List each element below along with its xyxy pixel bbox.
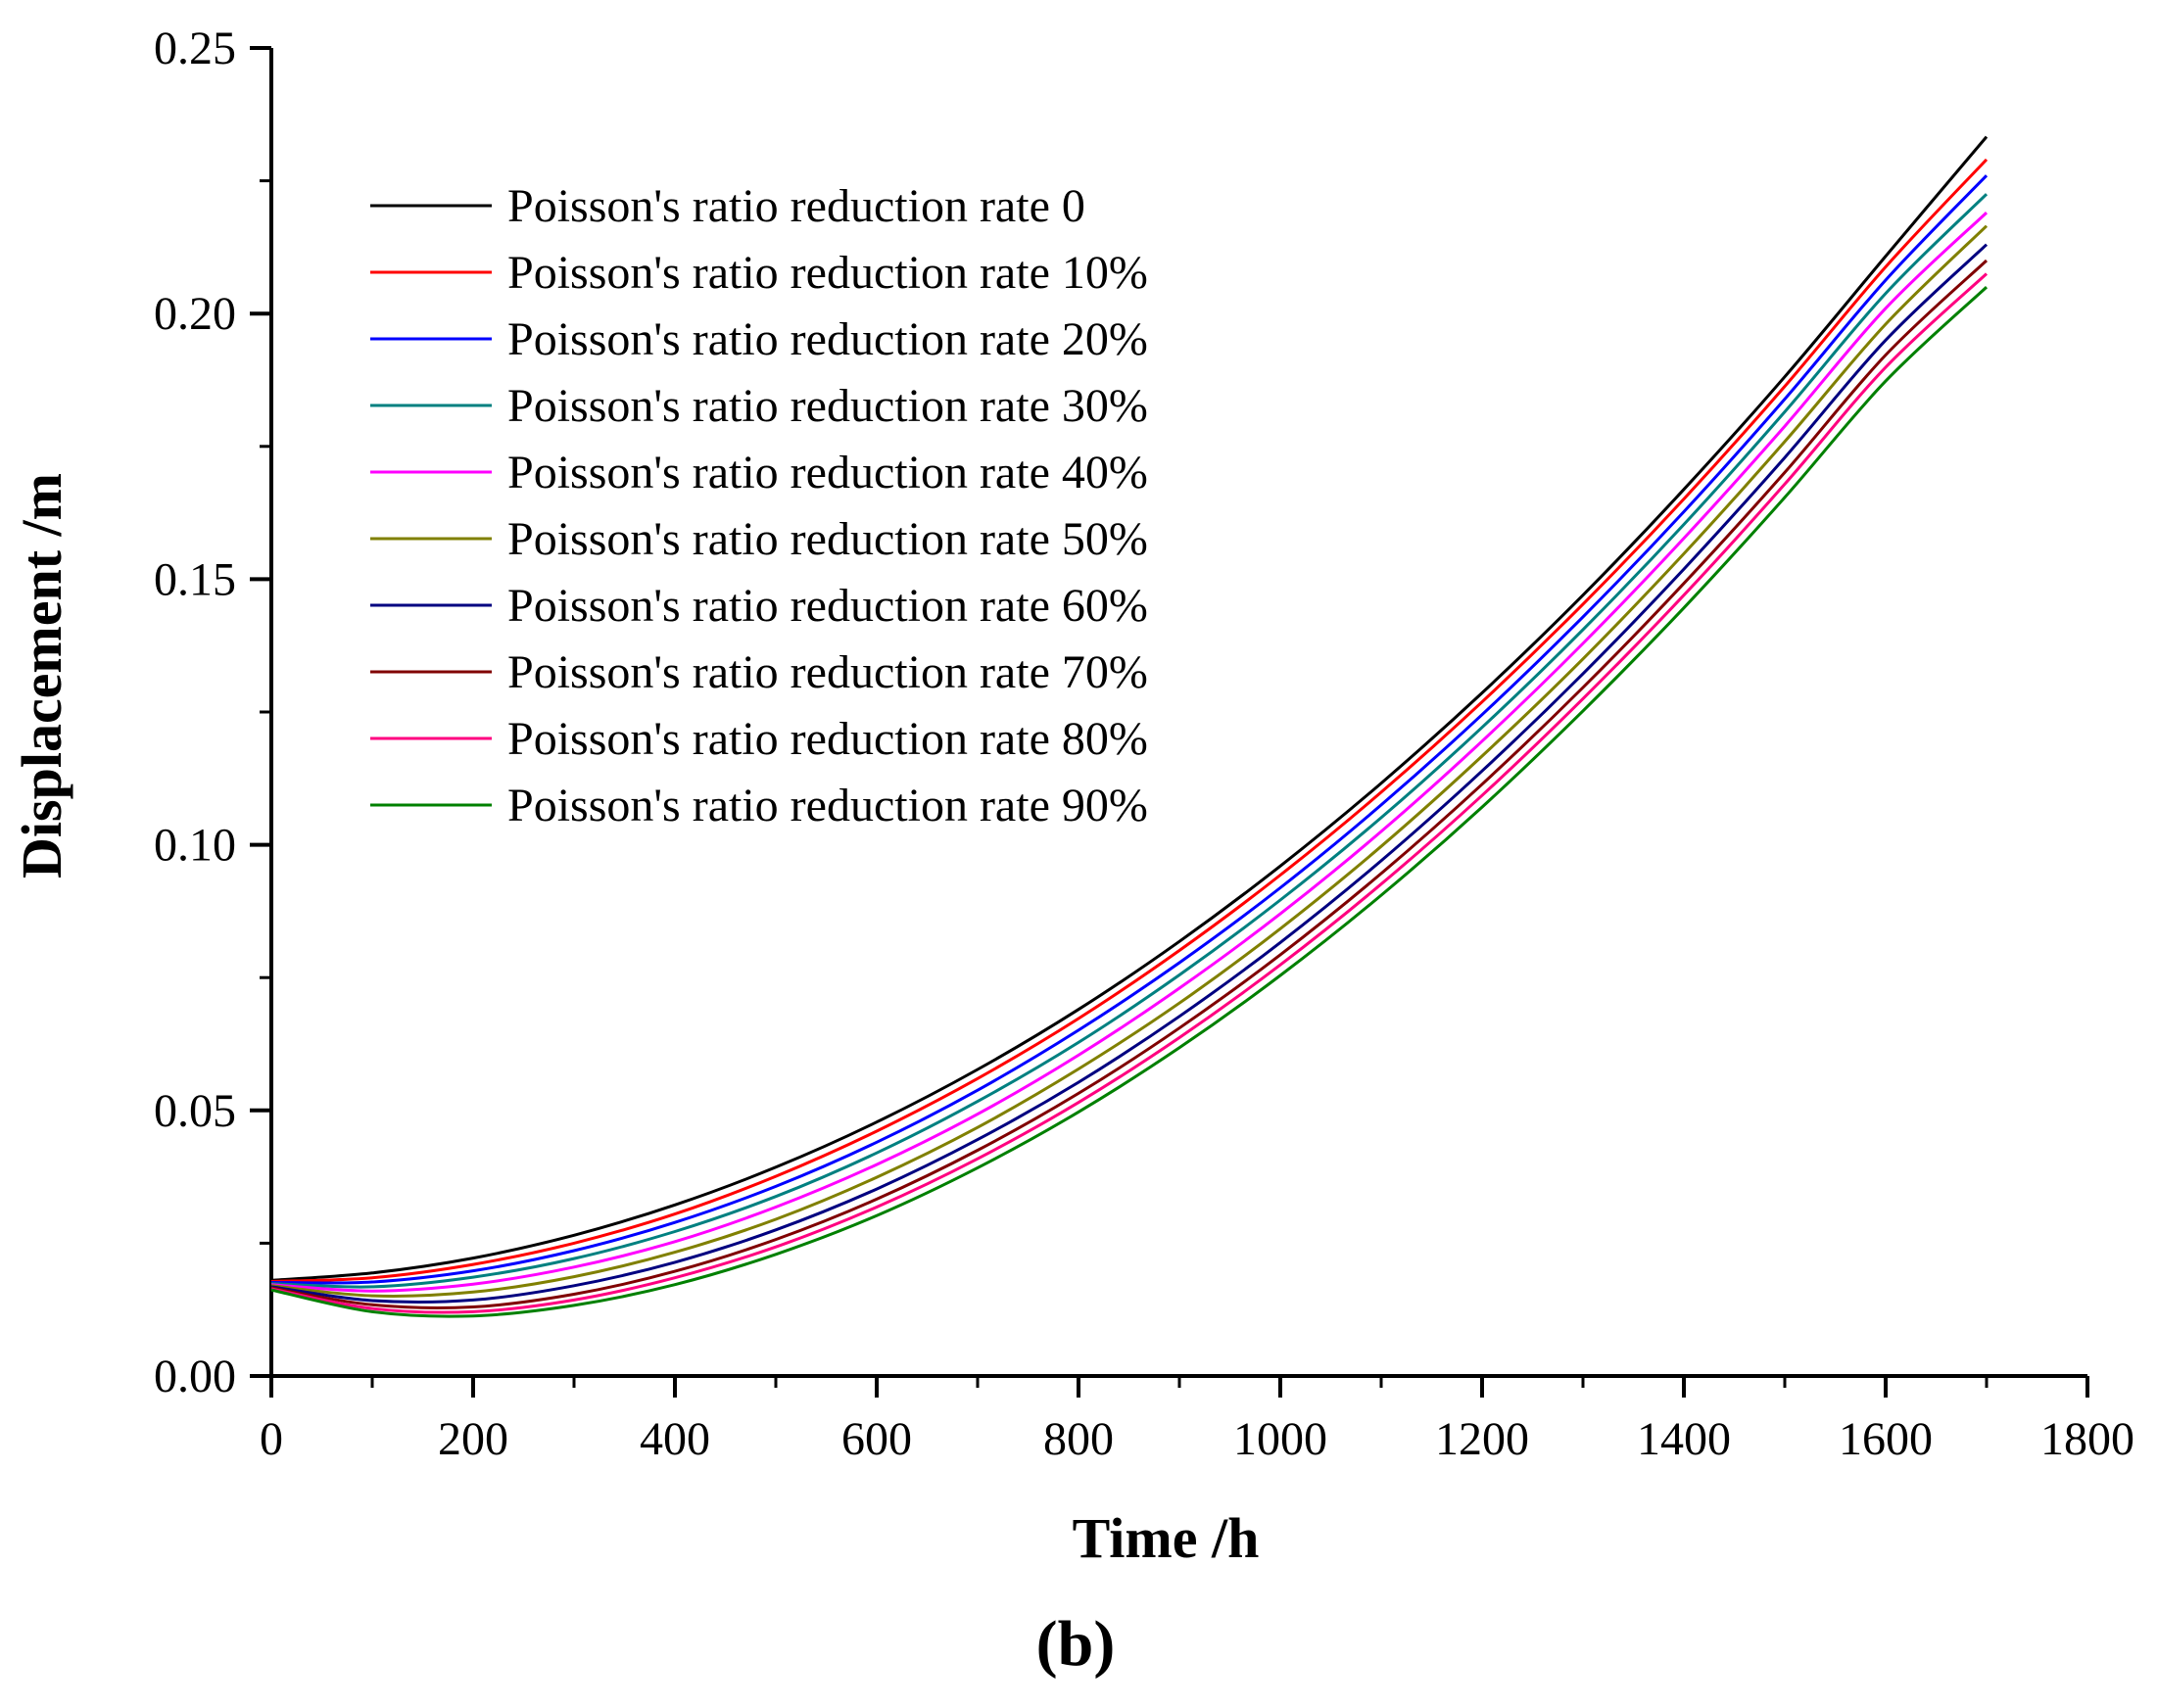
x-tick-label: 200 [438, 1413, 508, 1465]
y-axis-title: Displacement /m [10, 473, 73, 878]
legend-label-7: Poisson's ratio reduction rate 70% [507, 646, 1148, 698]
legend-label-2: Poisson's ratio reduction rate 20% [507, 313, 1148, 365]
x-tick-label: 1400 [1637, 1413, 1731, 1465]
legend-label-4: Poisson's ratio reduction rate 40% [507, 447, 1148, 498]
legend-label-1: Poisson's ratio reduction rate 10% [507, 247, 1148, 299]
x-tick-label: 600 [841, 1413, 912, 1465]
series-line-3 [270, 193, 1989, 1289]
series-line-1 [270, 158, 1989, 1283]
legend-label-0: Poisson's ratio reduction rate 0 [507, 180, 1085, 232]
series-line-4 [270, 212, 1989, 1293]
series-line-8 [270, 272, 1989, 1314]
x-axis-title: Time /h [1073, 1506, 1260, 1570]
legend: Poisson's ratio reduction rate 0 Poisson'… [370, 180, 1148, 831]
x-ticks: 0 200 400 600 800 1000 1200 1400 1600 1800 [260, 1376, 2134, 1465]
series-line-2 [270, 174, 1989, 1285]
legend-label-9: Poisson's ratio reduction rate 90% [507, 780, 1148, 831]
x-tick-label: 0 [260, 1413, 283, 1465]
series-line-9 [270, 286, 1989, 1318]
x-tick-label: 800 [1043, 1413, 1114, 1465]
series-lines [270, 135, 1989, 1318]
y-tick-label: 0.05 [154, 1085, 236, 1137]
y-tick-label: 0.00 [154, 1351, 236, 1402]
x-tick-label: 1200 [1435, 1413, 1529, 1465]
x-tick-label: 1800 [2040, 1413, 2134, 1465]
y-ticks: 0.00 0.05 0.10 0.15 0.20 0.25 [154, 23, 271, 1402]
y-tick-label: 0.10 [154, 820, 236, 872]
x-tick-label: 1600 [1839, 1413, 1933, 1465]
legend-label-8: Poisson's ratio reduction rate 80% [507, 713, 1148, 765]
series-line-5 [270, 224, 1989, 1298]
x-tick-label: 1000 [1233, 1413, 1327, 1465]
legend-label-3: Poisson's ratio reduction rate 30% [507, 380, 1148, 432]
panel-label: (b) [1036, 1608, 1116, 1680]
y-tick-label: 0.15 [154, 553, 236, 605]
y-tick-label: 0.20 [154, 288, 236, 340]
legend-label-6: Poisson's ratio reduction rate 60% [507, 580, 1148, 632]
series-line-0 [270, 135, 1989, 1282]
x-tick-label: 400 [640, 1413, 710, 1465]
series-line-7 [270, 259, 1989, 1309]
series-line-6 [270, 243, 1989, 1305]
legend-label-5: Poisson's ratio reduction rate 50% [507, 513, 1148, 565]
y-tick-label: 0.25 [154, 23, 236, 74]
